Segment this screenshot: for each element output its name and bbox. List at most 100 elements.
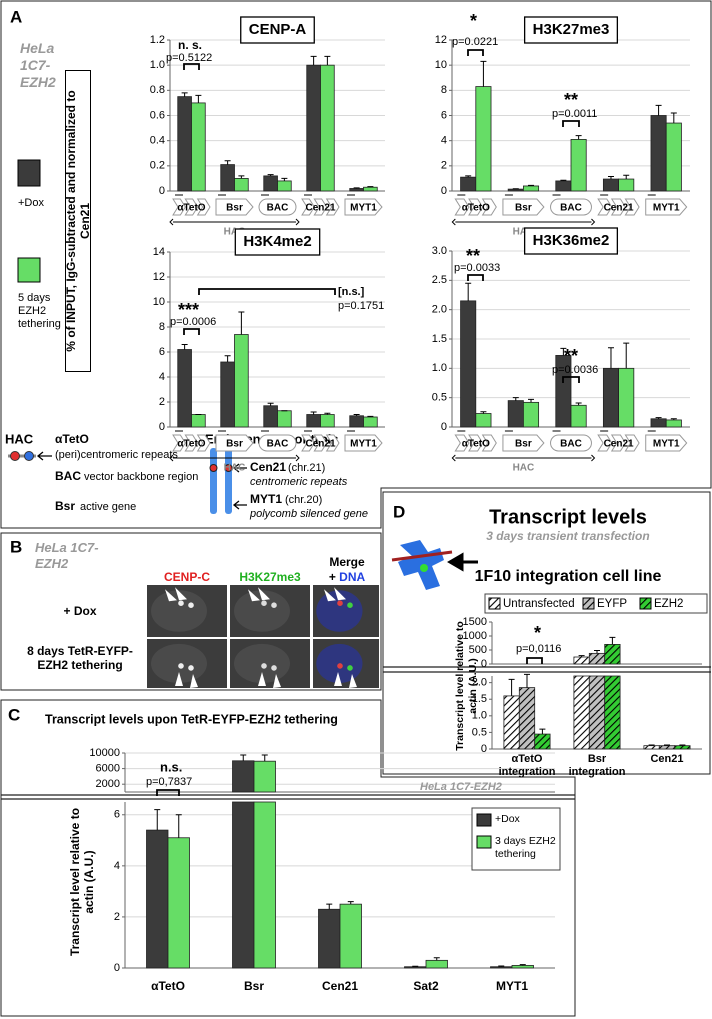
significance-bracket xyxy=(467,274,484,281)
error-bar xyxy=(238,175,245,179)
y-tick-label: 0 xyxy=(159,421,165,433)
error-bar xyxy=(238,311,245,335)
group-line xyxy=(451,218,596,226)
error-bar xyxy=(648,744,655,746)
dna-label: DNA xyxy=(339,570,365,584)
error-bar xyxy=(528,398,535,403)
y-tick-label: 1.0 xyxy=(472,710,487,722)
annotation: p=0.0033 xyxy=(454,262,500,274)
x-tick-label: αTetO xyxy=(462,203,490,214)
y-tick-label: 8 xyxy=(441,84,447,96)
chart-title: H3K36me2 xyxy=(533,232,610,249)
bar xyxy=(475,413,492,428)
x-tick-label: BAC xyxy=(267,439,289,450)
x-tick-label: αTetO xyxy=(151,979,185,993)
pointer-arrow xyxy=(324,587,346,602)
error-bar xyxy=(433,957,440,961)
x-tick-label: BAC xyxy=(560,203,582,214)
column-header: Merge xyxy=(329,555,365,569)
annotation: p=0.0006 xyxy=(170,316,216,328)
hac-icon xyxy=(24,451,34,461)
y-tick-label: 0.4 xyxy=(150,135,165,147)
y-tick-label: 1000 xyxy=(463,630,487,642)
legend-label: 5 days EZH2 tethering xyxy=(18,292,61,331)
bar xyxy=(220,164,235,192)
bar xyxy=(306,64,321,192)
bar xyxy=(570,404,587,428)
micrograph-spot xyxy=(261,600,267,606)
error-bar xyxy=(326,903,333,910)
x-tick-label: BAC xyxy=(560,439,582,450)
y-tick-label: 0 xyxy=(441,421,447,433)
error-bar xyxy=(367,415,374,417)
y-tick-label: 2000 xyxy=(96,778,120,790)
gene-shape xyxy=(550,434,592,452)
y-tick-label: 0.6 xyxy=(150,109,165,121)
legend-swatch xyxy=(17,159,41,187)
x-tick-label: Bsr integration xyxy=(568,753,626,779)
error-bar xyxy=(609,636,616,645)
bar xyxy=(363,186,378,192)
bar xyxy=(263,405,278,428)
y-tick-label: 10 xyxy=(153,296,165,308)
bar xyxy=(263,175,278,192)
gene-shape xyxy=(454,434,497,452)
y-tick-label: 500 xyxy=(469,644,487,656)
cell-icon xyxy=(391,550,453,562)
bar xyxy=(349,415,364,428)
pointer-arrow xyxy=(175,671,198,688)
title-box xyxy=(234,228,321,256)
bar xyxy=(523,185,540,192)
error-bar xyxy=(480,411,487,414)
y-tick-label: 14 xyxy=(153,246,165,258)
chromosome-icon xyxy=(224,464,233,472)
y-tick-label: 1.5 xyxy=(472,693,487,705)
group-label: HAC xyxy=(513,227,535,238)
error-bar xyxy=(519,964,526,966)
error-bar xyxy=(480,60,487,87)
legend-swatch xyxy=(476,835,492,849)
x-tick-label: Cen21 xyxy=(322,979,358,993)
micrograph-spot xyxy=(261,663,267,669)
error-bar xyxy=(670,112,677,124)
error-bar xyxy=(575,402,582,406)
hac-icon xyxy=(10,451,20,461)
y-tick-label: 10000 xyxy=(89,747,120,759)
significance-bracket xyxy=(183,63,200,70)
chart-title: H3K27me3 xyxy=(533,21,610,38)
bar xyxy=(490,966,513,969)
group-label: HAC xyxy=(224,463,246,474)
error-bar xyxy=(367,186,374,188)
annotation: n. s. xyxy=(178,38,202,52)
annotation: * xyxy=(470,11,477,31)
gene-shape xyxy=(645,434,688,452)
micrograph-spot xyxy=(188,602,194,608)
bar xyxy=(570,139,587,192)
error-bar xyxy=(664,744,670,746)
gene-shape xyxy=(215,434,254,452)
bar xyxy=(643,745,660,750)
arrow xyxy=(232,500,247,510)
error-bar xyxy=(240,754,247,761)
error-bar xyxy=(575,135,582,140)
annotation: p=0,0116 xyxy=(516,643,561,655)
cell-line: HeLa 1C7-EZH2 xyxy=(420,781,502,793)
error-bar xyxy=(465,175,472,178)
annotation: * xyxy=(534,623,541,643)
gene-shape xyxy=(454,198,497,216)
bar xyxy=(665,419,682,428)
bar xyxy=(650,418,667,428)
bar xyxy=(146,829,169,969)
micrograph-spot xyxy=(347,602,353,608)
y-tick-label: 4 xyxy=(159,371,165,383)
gene-shape xyxy=(258,198,297,216)
bar xyxy=(234,334,249,428)
annotation: ** xyxy=(564,90,578,110)
control-text: polycomb silenced gene xyxy=(249,508,368,520)
legend-label: +Dox xyxy=(18,197,44,209)
x-tick-label: Bsr xyxy=(515,439,532,450)
annotation: p=0,7837 xyxy=(146,776,192,788)
control-chr: (chr.21) xyxy=(288,462,325,474)
error-bar xyxy=(607,176,614,180)
